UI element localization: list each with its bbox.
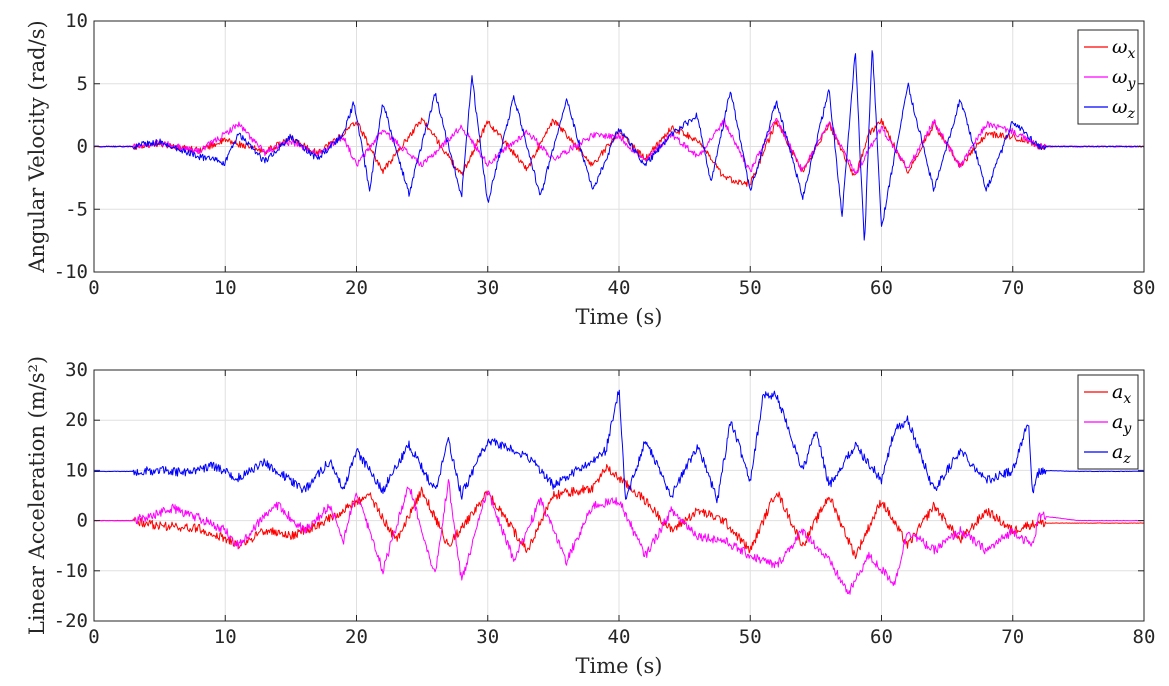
x-axis-label: Time (s) [576, 654, 663, 678]
x-tick-label: 70 [1001, 626, 1024, 648]
x-tick-label: 20 [345, 277, 368, 299]
legend-label: ωy [1112, 66, 1137, 92]
legend-label: ax [1112, 381, 1131, 407]
y-tick-label: 5 [77, 73, 88, 95]
y-tick-label: 10 [65, 10, 88, 32]
chart-1: 0 10 20 30 40 50 60 70 80 -10 -5 0 5 10 Time (s) Angula… [25, 10, 1155, 329]
x-tick-label: 0 [88, 626, 99, 648]
x-tick-label: 30 [476, 626, 499, 648]
x-tick-label: 30 [476, 277, 499, 299]
legend: ax ay az [1077, 374, 1139, 470]
y-tick-label: -5 [65, 198, 88, 220]
x-tick-label: 60 [870, 277, 893, 299]
y-tick-label: -10 [54, 560, 88, 582]
series-line-2 [93, 479, 1144, 595]
series-line-3 [93, 50, 1144, 241]
x-tick-label: 0 [88, 277, 99, 299]
y-tick-label: 10 [65, 459, 88, 481]
x-tick-label: 40 [608, 277, 631, 299]
x-tick-label: 50 [739, 277, 762, 299]
series-line-2 [93, 118, 1144, 175]
x-tick-label: 40 [608, 626, 631, 648]
x-tick-label: 10 [214, 626, 237, 648]
x-tick-label: 20 [345, 626, 368, 648]
y-axis-label: Linear Acceleration (m/s²) [25, 356, 49, 635]
legend: ωx ωy ωz [1077, 29, 1139, 125]
x-tick-label: 60 [870, 626, 893, 648]
x-tick-label: 70 [1001, 277, 1024, 299]
x-axis-label: Time (s) [576, 305, 663, 329]
y-tick-label: -10 [54, 261, 88, 283]
series-line-3 [93, 389, 1144, 504]
legend-label: ωz [1112, 96, 1136, 122]
x-tick-label: 80 [1133, 626, 1156, 648]
chart-2: 0 10 20 30 40 50 60 70 80 -20 -10 0 10 20 30 Time (s) Li… [25, 356, 1155, 678]
legend-label: az [1112, 441, 1131, 467]
x-tick-label: 80 [1133, 277, 1156, 299]
y-tick-label: 0 [77, 510, 88, 532]
y-axis-label: Angular Velocity (rad/s) [25, 20, 49, 273]
legend-label: ωx [1112, 36, 1136, 62]
y-tick-label: 0 [77, 136, 88, 158]
legend-label: ay [1112, 411, 1132, 437]
y-tick-label: 30 [65, 359, 88, 381]
x-tick-label: 10 [214, 277, 237, 299]
x-tick-label: 50 [739, 626, 762, 648]
y-tick-label: -20 [54, 610, 88, 632]
y-tick-label: 20 [65, 409, 88, 431]
